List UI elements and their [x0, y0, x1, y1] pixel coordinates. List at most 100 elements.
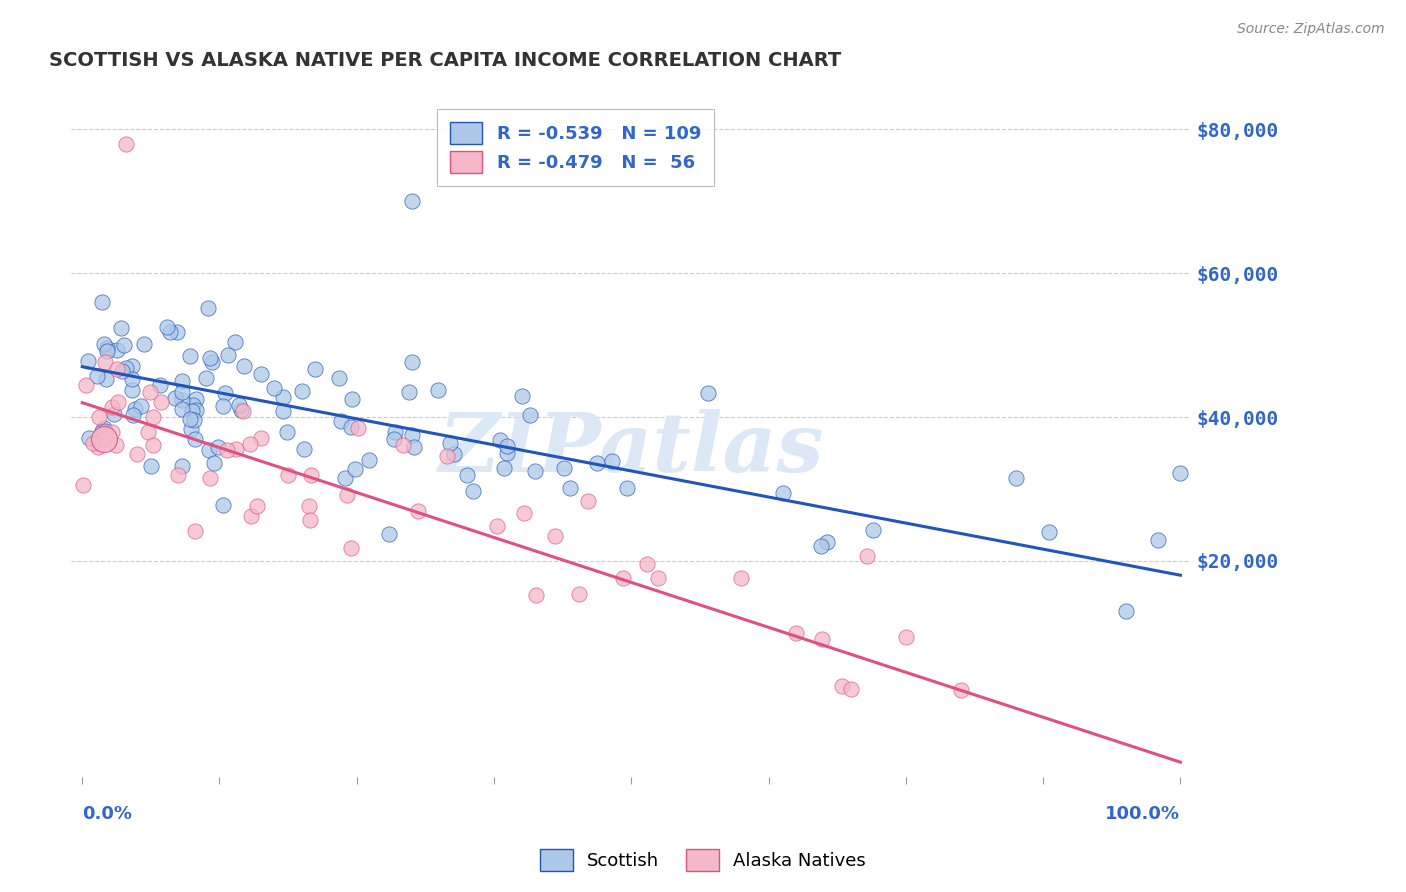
Point: [378, 527, 401, 541]
Point: [87, 440, 110, 454]
Point: [271, 403, 294, 417]
Point: [384, 425, 406, 439]
Point: [170, 374, 193, 388]
Point: [103, 407, 125, 421]
Point: [149, 378, 172, 392]
Point: [186, 392, 208, 406]
Point: [207, 440, 229, 454]
Point: [730, 571, 752, 585]
Point: [271, 390, 294, 404]
Point: [93, 432, 115, 446]
Point: [544, 529, 567, 543]
Point: [263, 381, 285, 395]
Point: [862, 523, 884, 537]
Point: [401, 354, 423, 368]
Text: 100.0%: 100.0%: [1105, 805, 1181, 823]
Point: [811, 632, 834, 646]
Point: [250, 431, 273, 445]
Point: [839, 682, 862, 697]
Point: [810, 539, 832, 553]
Point: [558, 481, 581, 495]
Point: [298, 513, 321, 527]
Point: [232, 404, 254, 418]
Point: [224, 334, 246, 349]
Point: [404, 441, 426, 455]
Point: [612, 572, 634, 586]
Point: [785, 625, 807, 640]
Point: [197, 301, 219, 315]
Point: [184, 403, 207, 417]
Point: [91, 424, 114, 438]
Point: [82, 436, 104, 450]
Point: [1038, 524, 1060, 539]
Point: [292, 442, 315, 457]
Point: [340, 541, 363, 555]
Point: [75, 378, 97, 392]
Point: [600, 453, 623, 467]
Point: [105, 438, 128, 452]
Text: 0.0%: 0.0%: [82, 805, 132, 823]
Text: SCOTTISH VS ALASKA NATIVE PER CAPITA INCOME CORRELATION CHART: SCOTTISH VS ALASKA NATIVE PER CAPITA INC…: [49, 51, 841, 70]
Point: [229, 402, 252, 417]
Point: [139, 385, 162, 400]
Point: [170, 459, 193, 474]
Point: [172, 384, 194, 399]
Point: [291, 384, 314, 398]
Point: [94, 372, 117, 386]
Point: [772, 486, 794, 500]
Point: [339, 420, 361, 434]
Point: [330, 414, 353, 428]
Point: [1147, 533, 1170, 547]
Point: [156, 320, 179, 334]
Point: [239, 436, 262, 450]
Point: [134, 336, 156, 351]
Point: [198, 443, 221, 458]
Point: [202, 456, 225, 470]
Point: [949, 683, 972, 698]
Point: [250, 368, 273, 382]
Point: [328, 371, 350, 385]
Point: [166, 325, 188, 339]
Point: [115, 360, 138, 375]
Point: [1004, 471, 1026, 485]
Point: [201, 355, 224, 369]
Point: [456, 467, 478, 482]
Point: [382, 432, 405, 446]
Point: [91, 294, 114, 309]
Point: [616, 481, 638, 495]
Point: [494, 460, 516, 475]
Point: [121, 371, 143, 385]
Point: [855, 549, 877, 563]
Point: [211, 399, 233, 413]
Point: [100, 425, 122, 440]
Point: [195, 371, 218, 385]
Point: [636, 557, 658, 571]
Point: [246, 499, 269, 513]
Point: [488, 434, 510, 448]
Point: [214, 385, 236, 400]
Point: [183, 524, 205, 538]
Point: [124, 402, 146, 417]
Point: [107, 394, 129, 409]
Text: Source: ZipAtlas.com: Source: ZipAtlas.com: [1237, 22, 1385, 37]
Point: [697, 385, 720, 400]
Point: [172, 393, 194, 408]
Point: [111, 364, 134, 378]
Point: [96, 343, 118, 358]
Point: [96, 341, 118, 355]
Point: [496, 445, 519, 459]
Point: [217, 348, 239, 362]
Point: [139, 458, 162, 473]
Point: [121, 383, 143, 397]
Point: [215, 442, 238, 457]
Point: [225, 442, 247, 456]
Point: [443, 447, 465, 461]
Point: [513, 506, 536, 520]
Text: ZIPatlas: ZIPatlas: [439, 409, 824, 489]
Point: [228, 398, 250, 412]
Point: [439, 436, 461, 450]
Point: [181, 403, 204, 417]
Point: [401, 194, 423, 209]
Point: [93, 420, 115, 434]
Point: [894, 630, 917, 644]
